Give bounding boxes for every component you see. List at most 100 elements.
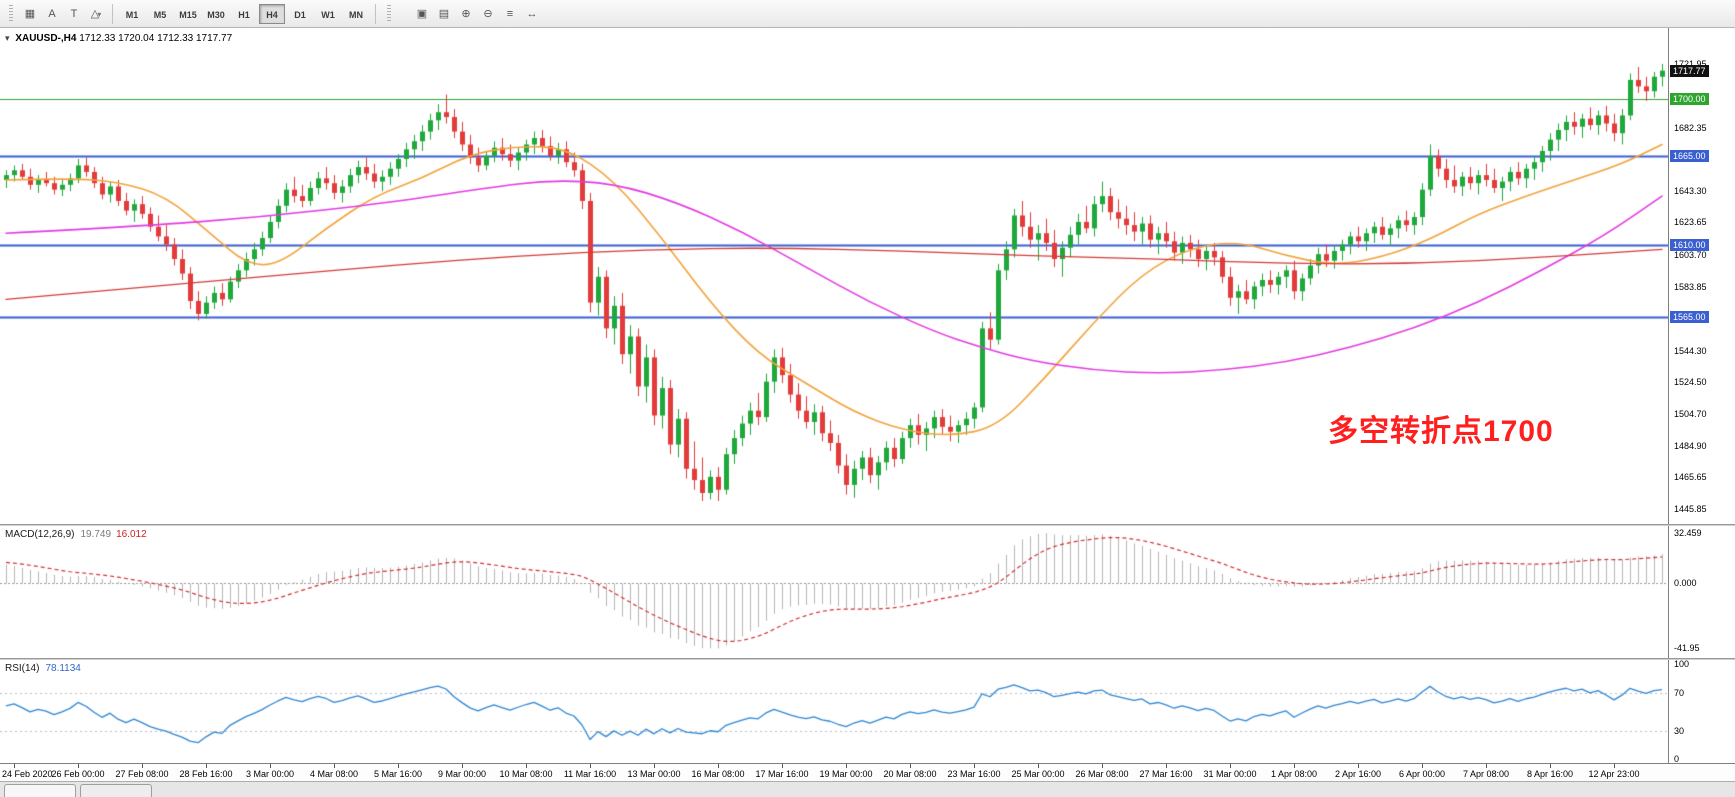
chart-tab[interactable] <box>4 784 76 797</box>
timeframe-button-h1[interactable]: H1 <box>238 9 250 20</box>
price-axis-tick: 1465.65 <box>1674 472 1707 483</box>
time-axis-tick <box>718 764 719 768</box>
price-axis-tick: 1623.65 <box>1674 217 1707 228</box>
rsi-axis-tick: 30 <box>1674 725 1685 736</box>
time-axis-tick <box>1486 764 1487 768</box>
time-axis-tick <box>142 764 143 768</box>
time-axis-label: 27 Mar 16:00 <box>1139 769 1193 779</box>
time-axis-label: 26 Mar 08:00 <box>1075 769 1129 779</box>
time-axis[interactable]: 24 Feb 2020 26 Feb 00:00 27 Feb 08:00 28 Fe… <box>0 763 1735 781</box>
price-chart[interactable] <box>0 28 1668 524</box>
timeframe-group: M1 M5 M15 M30 H1 H4 D1 W1 MN <box>118 3 370 24</box>
time-axis-tick <box>846 764 847 768</box>
price-axis-tick: 1544.30 <box>1674 345 1707 356</box>
price-axis-tick: 1603.70 <box>1674 249 1707 260</box>
price-axis-tick: 1484.90 <box>1674 441 1707 452</box>
price-axis-tick: 1643.30 <box>1674 185 1707 196</box>
panel-splitter[interactable] <box>0 658 1735 660</box>
price-axis-tick: 1445.85 <box>1674 504 1707 515</box>
rsi-axis-tick: 0 <box>1674 754 1680 764</box>
timeframe-button-h4[interactable]: H4 <box>259 3 285 24</box>
timeframe-button-w1[interactable]: W1 <box>321 9 335 20</box>
time-axis-label: 1 Apr 08:00 <box>1270 769 1318 779</box>
timeframe-button-m30[interactable]: M30 <box>207 9 225 20</box>
line-studies-toolbar: ▦ A T △▾ <box>19 4 107 24</box>
time-axis-tick <box>1102 764 1103 768</box>
timeframe-button-m1[interactable]: M1 <box>125 9 139 20</box>
time-axis-tick <box>398 764 399 768</box>
time-axis-label: 24 Feb 2020 <box>2 769 53 779</box>
toolbar-grip[interactable] <box>387 4 391 23</box>
time-axis-label: 4 Mar 08:00 <box>309 769 359 779</box>
text-label-tool-icon[interactable]: T <box>70 7 78 20</box>
time-axis-label: 9 Mar 00:00 <box>437 769 487 779</box>
timeframe-button-m15[interactable]: M15 <box>179 9 197 20</box>
time-axis-tick <box>462 764 463 768</box>
time-axis-label: 16 Mar 08:00 <box>691 769 745 779</box>
timeframe-button-mn[interactable]: MN <box>349 9 363 20</box>
time-axis-tick <box>654 764 655 768</box>
shapes-dropdown-tool-icon[interactable]: △▾ <box>90 7 102 20</box>
chart-tab[interactable] <box>80 784 152 797</box>
time-axis-tick <box>334 764 335 768</box>
rsi-name: RSI(14) <box>5 663 40 674</box>
time-axis-tick <box>1550 764 1551 768</box>
new-chart-icon[interactable]: ▣ <box>416 7 428 20</box>
panel-splitter[interactable] <box>0 524 1735 526</box>
time-axis-label: 28 Feb 16:00 <box>179 769 233 779</box>
time-axis-tick <box>14 764 15 768</box>
text-tool-icon[interactable]: A <box>48 7 56 20</box>
toolbar: ▦ A T △▾ M1 M5 M15 M30 H1 H4 D1 W1 MN ▣ ▤ ⊕ ⊖ ≡ ↔ <box>0 0 1735 28</box>
auto-scroll-icon[interactable]: ≡ <box>506 7 514 20</box>
chart-tools-toolbar: ▣ ▤ ⊕ ⊖ ≡ ↔ <box>411 4 543 24</box>
rsi-axis-tick: 70 <box>1674 687 1685 698</box>
time-axis-label: 19 Mar 00:00 <box>819 769 873 779</box>
price-axis-tick: 1504.70 <box>1674 409 1707 420</box>
time-axis-tick <box>1230 764 1231 768</box>
text-annotation: 多空转折点1700 <box>1328 415 1554 448</box>
time-axis-label: 3 Mar 00:00 <box>245 769 295 779</box>
zoom-out-icon[interactable]: ⊖ <box>483 7 493 20</box>
time-axis-tick <box>910 764 911 768</box>
timeframe-button-d1[interactable]: D1 <box>294 9 306 20</box>
chart-tab-bar <box>0 781 1735 797</box>
macd-main-value: 19.749 <box>80 529 112 540</box>
price-axis-tick: 1524.50 <box>1674 377 1707 388</box>
chart-ohlc-values: 1712.33 1720.04 1712.33 1717.77 <box>79 33 233 44</box>
macd-panel[interactable] <box>0 526 1668 658</box>
time-axis-label: 8 Apr 16:00 <box>1526 769 1574 779</box>
macd-axis-tick: -41.95 <box>1674 643 1700 654</box>
time-axis-label: 20 Mar 08:00 <box>883 769 937 779</box>
macd-name: MACD(12,26,9) <box>5 529 75 540</box>
rsi-axis-tick: 100 <box>1674 659 1690 669</box>
time-axis-tick <box>1422 764 1423 768</box>
timeframe-button-m5[interactable]: M5 <box>153 9 167 20</box>
time-axis-label: 7 Apr 08:00 <box>1462 769 1510 779</box>
chart-info-line: ▾ XAUUSD-,H4 1712.33 1720.04 1712.33 171… <box>5 33 232 44</box>
time-axis-tick <box>526 764 527 768</box>
rsi-label: RSI(14) 78.1134 <box>5 663 81 674</box>
price-level-chip: 1700.00 <box>1670 93 1709 106</box>
time-axis-label: 5 Mar 16:00 <box>373 769 423 779</box>
time-axis-tick <box>1038 764 1039 768</box>
time-axis-tick <box>782 764 783 768</box>
macd-signal-value: 16.012 <box>116 529 147 540</box>
rsi-panel[interactable] <box>0 660 1668 763</box>
chart-collapse-icon[interactable]: ▾ <box>5 33 10 43</box>
time-axis-tick <box>270 764 271 768</box>
current-price-chip: 1717.77 <box>1670 64 1709 77</box>
zoom-in-icon[interactable]: ⊕ <box>461 7 471 20</box>
time-axis-label: 25 Mar 00:00 <box>1011 769 1065 779</box>
time-axis-label: 17 Mar 16:00 <box>755 769 809 779</box>
chart-shift-icon[interactable]: ↔ <box>526 7 538 20</box>
toolbar-grip[interactable] <box>9 4 13 23</box>
time-axis-label: 2 Apr 16:00 <box>1334 769 1382 779</box>
price-axis[interactable]: 1721.95 1682.35 1643.30 1623.65 1603.70 1583.… <box>1668 28 1735 764</box>
macd-axis-tick: 32.459 <box>1674 528 1702 539</box>
price-level-chip: 1565.00 <box>1670 311 1709 324</box>
chart-grid-tool-icon[interactable]: ▦ <box>24 7 36 20</box>
time-axis-label: 6 Apr 00:00 <box>1398 769 1446 779</box>
window-tile-icon[interactable]: ▤ <box>438 7 450 20</box>
time-axis-label: 23 Mar 16:00 <box>947 769 1001 779</box>
